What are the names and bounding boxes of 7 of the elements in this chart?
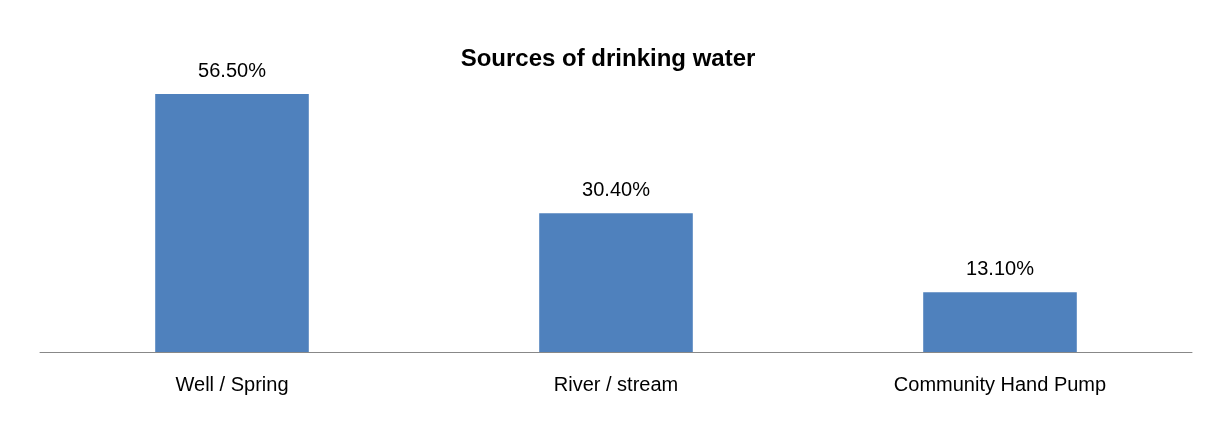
x-tick-label: River / stream [553,373,679,395]
chart-title: Sources of drinking water [460,43,756,71]
data-label: 56.50% [198,58,267,81]
x-tick-label: Community Hand Pump [893,373,1107,395]
x-tick-label: Well / Spring [175,373,289,395]
data-label: 13.10% [966,257,1035,280]
data-label: 30.40% [582,178,651,201]
